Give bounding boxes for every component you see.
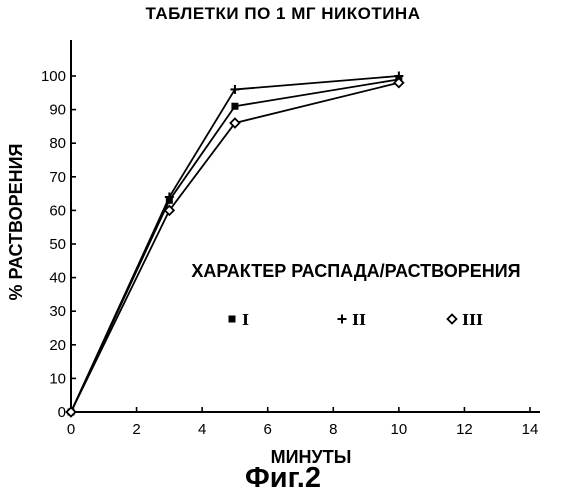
x-tick-label: 6 (264, 421, 272, 438)
y-tick-label: 50 (49, 236, 66, 253)
x-tick-label: 12 (456, 421, 473, 438)
x-tick-label: 10 (391, 421, 408, 438)
series-line-III (71, 83, 399, 412)
y-tick-label: 30 (49, 303, 66, 320)
legend-title: ХАРАКТЕР РАСПАДА/РАСТВОРЕНИЯ (191, 261, 520, 281)
y-tick-label: 10 (49, 370, 66, 387)
y-tick-label: 80 (49, 135, 66, 152)
y-tick-label: 100 (41, 68, 66, 85)
figure-label: Фиг.2 (0, 462, 566, 495)
y-tick-label: 70 (49, 169, 66, 186)
data-point-II (230, 85, 239, 94)
data-point-I (231, 103, 238, 110)
series-markers (67, 72, 404, 417)
y-tick-label: 40 (49, 270, 66, 287)
legend-marker-II (338, 315, 347, 324)
legend-label-II: II (352, 311, 366, 329)
series-line-I (71, 79, 399, 412)
x-tick-label: 0 (67, 421, 75, 438)
legend-marker-III (448, 315, 457, 324)
y-tick-label: 60 (49, 202, 66, 219)
x-tick-label: 8 (329, 421, 337, 438)
y-axis-title: % РАСТВОРЕНИЯ (6, 144, 26, 301)
legend-marker-I (229, 316, 236, 323)
y-tick-label: 90 (49, 102, 66, 119)
y-tick-label: 20 (49, 337, 66, 354)
legend-label-III: III (462, 311, 483, 329)
legend-label-I: I (242, 311, 249, 329)
x-tick-label: 4 (198, 421, 206, 438)
axes (71, 40, 540, 412)
ticks: 0 10 20 30 40 50 60 70 80 90 100 0 2 4 6 8 10 12 14 (41, 68, 538, 438)
x-tick-label: 2 (132, 421, 140, 438)
y-tick-label: 0 (58, 404, 66, 421)
x-tick-label: 14 (522, 421, 539, 438)
legend: IIIIII (229, 311, 484, 329)
